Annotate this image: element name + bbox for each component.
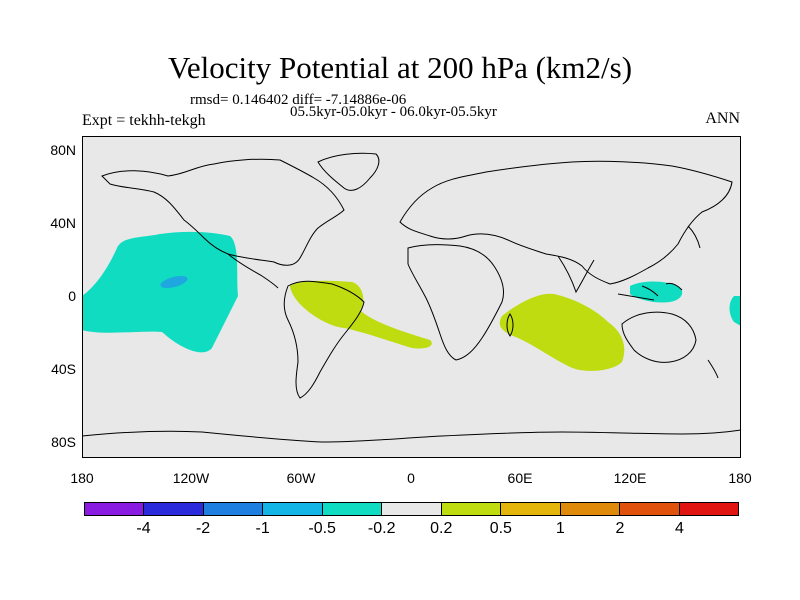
lon-label-60e: 60E	[507, 470, 533, 486]
atlantic-positive-region	[290, 280, 432, 349]
lon-label-0: 0	[407, 470, 415, 486]
lon-label-120w: 120W	[172, 470, 210, 486]
colorbar-swatch	[501, 503, 561, 515]
colorbar-swatch	[203, 503, 264, 515]
colorbar-swatch	[382, 503, 442, 515]
lon-label-180e: 180	[728, 470, 752, 486]
lon-label-120e: 120E	[613, 470, 647, 486]
coastlines	[82, 152, 741, 443]
map-panel	[82, 136, 741, 458]
colorbar-swatch	[322, 503, 383, 515]
coast-greenland	[317, 152, 380, 191]
colorbar-tick-label: 0.5	[489, 520, 512, 537]
colorbar-tick-label: 0.2	[430, 520, 453, 537]
colorbar-swatch	[560, 503, 621, 515]
coast-north-america	[101, 158, 345, 266]
colorbar-swatch	[263, 503, 323, 515]
season-label: ANN	[705, 110, 740, 127]
coast-antarctica	[82, 429, 741, 443]
lon-label-60w: 60W	[286, 470, 316, 486]
chart-title: Velocity Potential at 200 hPa (km2/s)	[167, 50, 633, 85]
stats-label: rmsd= 0.146402 diff= -7.14886e-06	[190, 92, 407, 108]
colorbar-tick-label: 4	[675, 520, 684, 537]
pacific-negative-core	[160, 275, 188, 289]
coast-new-zealand	[707, 359, 719, 379]
expt-label: Expt = tekhh-tekgh	[82, 112, 206, 129]
coast-central-america	[227, 253, 279, 289]
colorbar	[84, 502, 739, 516]
lat-label-40n: 40N	[50, 215, 76, 231]
colorbar-tick-label: -2	[195, 520, 211, 537]
west-pacific-negative-edge	[729, 296, 741, 326]
lat-label-eq: 0	[68, 288, 76, 304]
pacific-negative-region	[82, 231, 238, 353]
indian-positive-region	[499, 293, 625, 371]
period-label: 05.5kyr-05.0kyr - 06.0kyr-05.5kyr	[290, 104, 497, 120]
coast-indonesia	[617, 283, 683, 301]
colorbar-swatch	[441, 503, 502, 515]
colorbar-tick-label: 2	[615, 520, 625, 537]
velocity-potential-map	[82, 136, 741, 458]
coast-eurasia	[399, 160, 733, 285]
colorbar-tick-label: -0.5	[308, 520, 336, 537]
colorbar-tick-label: 1	[555, 520, 565, 537]
coast-madagascar	[506, 313, 514, 337]
colorbar-tick-label: -4	[136, 520, 151, 537]
colorbar-tick-label: -1	[255, 520, 270, 537]
colorbar-swatch	[679, 503, 738, 515]
coast-australia	[621, 311, 697, 363]
map-frame	[82, 136, 741, 458]
colorbar-tick-label: -0.2	[367, 520, 396, 537]
coast-japan	[687, 225, 701, 249]
colorbar-swatch	[85, 503, 145, 515]
coast-africa	[407, 244, 505, 361]
lat-label-80n: 80N	[50, 142, 76, 158]
colorbar-swatch	[144, 503, 204, 515]
lon-label-180w: 180	[70, 470, 94, 486]
coast-india	[557, 255, 595, 294]
coast-south-america	[283, 280, 365, 399]
lat-label-80s: 80S	[51, 434, 76, 450]
lat-label-40s: 40S	[51, 361, 76, 377]
colorbar-swatch	[620, 503, 680, 515]
